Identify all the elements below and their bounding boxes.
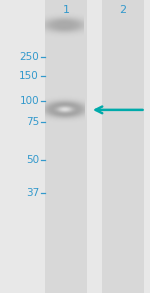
Text: 1: 1 xyxy=(63,5,69,15)
FancyBboxPatch shape xyxy=(102,0,144,293)
Text: 37: 37 xyxy=(26,188,39,198)
FancyBboxPatch shape xyxy=(45,0,87,293)
Text: 2: 2 xyxy=(119,5,127,15)
Text: 50: 50 xyxy=(26,155,39,165)
Text: 100: 100 xyxy=(19,96,39,106)
Text: 75: 75 xyxy=(26,117,39,127)
Text: 150: 150 xyxy=(19,71,39,81)
Text: 250: 250 xyxy=(19,52,39,62)
